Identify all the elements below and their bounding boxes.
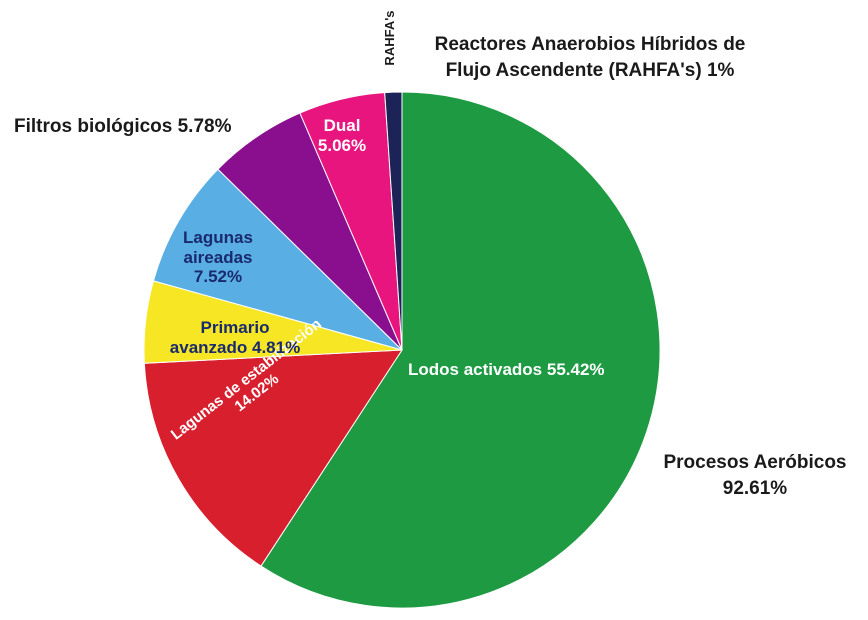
label-filtros-biologicos: Filtros biológicos 5.78% (14, 116, 232, 137)
pie-slice-lodos (260, 91, 661, 609)
label-procesos-aerobicos-line1: Procesos Aeróbicos (663, 452, 847, 473)
label-primario-line1: Primario (200, 318, 270, 337)
pie-slice-lagunas_est (143, 349, 403, 567)
label-procesos-aerobicos: Procesos Aeróbicos 92.61% (650, 452, 860, 500)
label-rahfa-full: Reactores Anaerobios Híbridos de Flujo A… (410, 34, 770, 82)
label-lagunas-aireadas: Lagunas aireadas 7.52% (168, 228, 268, 287)
pie-slice-lagunas_air (152, 168, 403, 351)
label-lagunas-aireadas-value: 7.52% (193, 267, 243, 287)
label-procesos-aerobicos-value: 92.61% (722, 477, 788, 499)
label-lagunas-aireadas-line2: aireadas (183, 247, 253, 267)
label-dual-line1: Dual (323, 116, 361, 135)
label-lodos-activados: Lodos activados 55.42% (408, 360, 605, 379)
label-primario-avanzado: Primario avanzado 4.81% (150, 318, 320, 357)
label-rahfa-short: RAHFA's (382, 10, 397, 66)
label-rahfa-line1: Reactores Anaerobios Híbridos de (434, 34, 746, 55)
label-dual-value: 5.06% (317, 135, 367, 155)
pie-slice-rahfa (384, 91, 403, 351)
label-primario-line2: avanzado 4.81% (169, 337, 301, 357)
label-rahfa-line2: Flujo Ascendente (RAHFA's) 1% (445, 59, 735, 81)
label-lagunas-aireadas-line1: Lagunas (183, 228, 253, 247)
label-dual: Dual 5.06% (302, 116, 382, 155)
